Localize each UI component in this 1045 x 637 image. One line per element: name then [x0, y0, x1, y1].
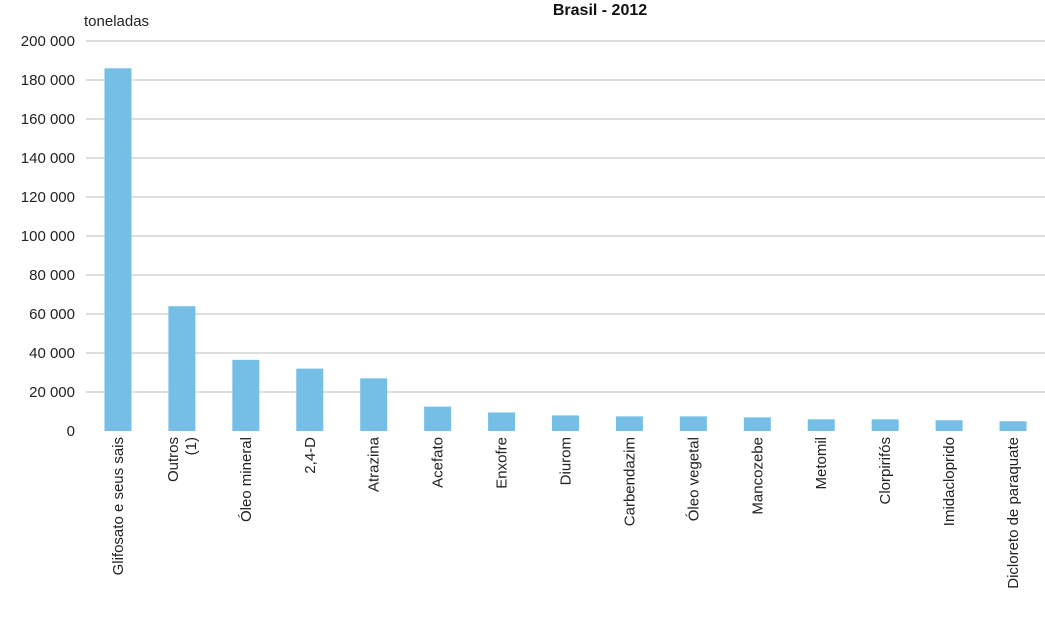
bar [168, 306, 196, 431]
bar [104, 68, 132, 432]
bars [104, 68, 1027, 432]
bar [615, 416, 643, 431]
y-tick-label: 160 000 [21, 111, 75, 128]
x-tick-label: Atrazina [366, 436, 383, 492]
y-axis-unit-label: toneladas [84, 13, 149, 30]
x-tick-label-line: Glifosato e seus sais [110, 437, 127, 575]
x-tick-label-line: Carbendazim [621, 437, 638, 526]
bar [999, 421, 1027, 431]
x-tick-label-line: Metomil [813, 437, 830, 490]
bar [935, 420, 963, 431]
bar [360, 378, 388, 431]
x-tick-label-line: (1) [183, 437, 200, 455]
x-tick-label: Metomil [813, 437, 830, 490]
x-tick-label: Carbendazim [621, 437, 638, 526]
y-tick-label: 0 [67, 423, 75, 440]
y-axis-ticks: 0 20 000 40 000 60 000 80 000 100 000 120 000 1… [21, 33, 75, 440]
x-tick-label-line: Dicloreto de paraquate [1005, 437, 1022, 589]
bar [807, 419, 835, 431]
y-tick-label: 20 000 [29, 384, 75, 401]
y-tick-label: 200 000 [21, 33, 75, 50]
x-tick-label: Glifosato e seus sais [110, 437, 127, 575]
x-axis-labels: Glifosato e seus sais Outros (1) Óleo miner… [110, 436, 1022, 588]
chart-title: Brasil - 2012 [553, 2, 647, 19]
x-tick-label-line: Óleo vegetal [685, 437, 702, 521]
x-tick-label-line: Acefato [430, 437, 447, 488]
x-tick-label-line: 2,4-D [302, 437, 319, 474]
x-tick-label: Imidacloprido [941, 437, 958, 526]
x-tick-label: Enxofre [494, 437, 511, 489]
gridlines [86, 40, 1045, 393]
x-tick-label: Dicloreto de paraquate [1005, 437, 1022, 589]
x-tick-label-line: Mancozebe [749, 437, 766, 515]
x-tick-label-line: Imidacloprido [941, 437, 958, 526]
bar [552, 415, 579, 431]
x-tick-label: Diurom [558, 437, 575, 485]
x-tick-label-line: Diurom [558, 437, 575, 485]
y-tick-label: 140 000 [21, 150, 75, 167]
bar [232, 359, 260, 431]
bar [743, 417, 771, 431]
x-tick-label-line: Atrazina [366, 436, 383, 492]
y-tick-label: 180 000 [21, 72, 75, 89]
bar [679, 416, 707, 431]
x-tick-label: 2,4-D [302, 437, 319, 474]
y-tick-label: 80 000 [29, 267, 75, 284]
y-tick-label: 120 000 [21, 189, 75, 206]
x-tick-label-line: Clorpirifós [877, 437, 894, 505]
x-tick-label: Acefato [430, 437, 447, 488]
x-tick-label-line: Outros [165, 437, 182, 482]
x-tick-label-line: Óleo mineral [238, 437, 255, 522]
bar [296, 368, 324, 431]
y-tick-label: 40 000 [29, 345, 75, 362]
x-tick-label: Mancozebe [749, 437, 766, 515]
y-tick-label: 60 000 [29, 306, 75, 323]
x-tick-label-line: Enxofre [494, 437, 511, 489]
bar [488, 412, 516, 431]
y-tick-label: 100 000 [21, 228, 75, 245]
bar [424, 406, 452, 431]
x-tick-label: Outros (1) [165, 437, 200, 482]
x-tick-label: Óleo mineral [238, 437, 255, 522]
x-tick-label: Óleo vegetal [685, 437, 702, 521]
bar [871, 419, 899, 431]
x-tick-label: Clorpirifós [877, 437, 894, 505]
